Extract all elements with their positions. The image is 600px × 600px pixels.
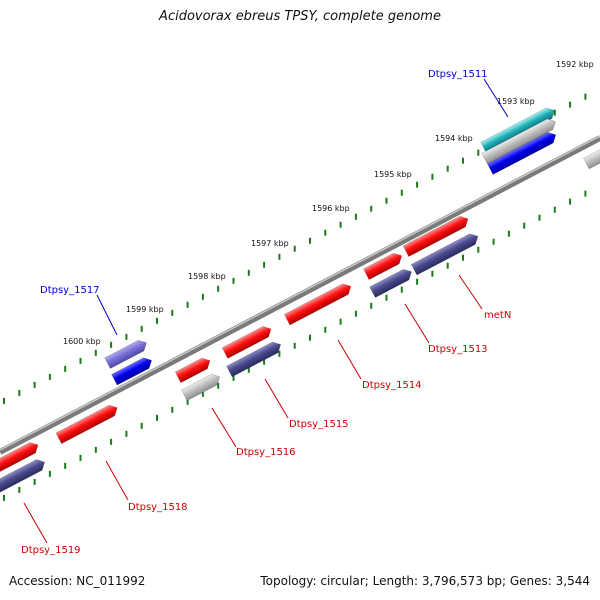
genome-summary-text: Topology: circular; Length: 3,796,573 bp… xyxy=(260,574,590,588)
navy-gene xyxy=(0,459,45,496)
leader-line xyxy=(211,407,237,448)
red-gene xyxy=(174,357,211,384)
scale-label: 1599 kbp xyxy=(126,305,164,314)
gene-label-dtpsy-1514: Dtpsy_1514 xyxy=(362,380,422,391)
leader-line xyxy=(105,460,129,501)
leader-line xyxy=(23,502,48,544)
cyan-gene xyxy=(480,107,555,154)
grey-gene xyxy=(181,373,221,401)
leader-line xyxy=(264,378,289,419)
map-title: Acidovorax ebreus TPSY, complete genome xyxy=(159,9,441,24)
gene-label-dtpsy-1513: Dtpsy_1513 xyxy=(428,344,488,355)
gene-label-dtpsy-1518: Dtpsy_1518 xyxy=(128,502,188,513)
inner-tick-row xyxy=(3,190,587,501)
red-gene xyxy=(221,326,272,359)
leader-line xyxy=(483,78,509,118)
genome-backbone-highlight xyxy=(0,135,600,451)
gene-features xyxy=(0,107,600,496)
scale-label: 1598 kbp xyxy=(188,272,226,281)
red-gene xyxy=(283,283,352,326)
gene-label-dtpsy-1519: Dtpsy_1519 xyxy=(21,545,81,556)
blue-gene xyxy=(111,357,152,386)
leader-line xyxy=(337,339,362,380)
red-gene xyxy=(363,252,403,280)
gene-labels: Dtpsy_1511 Dtpsy_1517 metN Dtpsy_1513 Dt… xyxy=(21,69,511,556)
gene-label-metn: metN xyxy=(484,310,511,321)
scale-labels: 1592 kbp 1593 kbp 1594 kbp 1595 kbp 1596… xyxy=(63,60,594,346)
leader-line xyxy=(96,294,118,336)
red-gene xyxy=(402,215,469,257)
scale-label: 1596 kbp xyxy=(312,204,350,213)
gene-label-dtpsy-1517: Dtpsy_1517 xyxy=(40,285,100,296)
scale-label: 1592 kbp xyxy=(556,60,594,69)
scale-label: 1595 kbp xyxy=(374,170,412,179)
gene-label-dtpsy-1511: Dtpsy_1511 xyxy=(428,69,488,80)
grey-gene xyxy=(481,118,556,165)
accession-text: Accession: NC_011992 xyxy=(9,574,146,588)
scale-label: 1594 kbp xyxy=(435,134,473,143)
scale-label: 1593 kbp xyxy=(497,97,535,106)
red-gene xyxy=(55,404,118,445)
leader-line xyxy=(404,303,430,344)
blue-gene xyxy=(487,131,557,175)
scale-label: 1597 kbp xyxy=(251,239,289,248)
leader-lines xyxy=(23,78,509,544)
gene-label-dtpsy-1515: Dtpsy_1515 xyxy=(289,419,349,430)
navy-gene xyxy=(369,268,412,298)
grey-gene xyxy=(583,149,600,170)
scale-label: 1600 kbp xyxy=(63,337,101,346)
navy-gene xyxy=(226,341,282,378)
gene-label-dtpsy-1516: Dtpsy_1516 xyxy=(236,447,296,458)
navy-gene xyxy=(410,233,479,276)
violet-gene xyxy=(104,339,147,369)
red-gene xyxy=(0,442,39,475)
leader-line xyxy=(458,274,483,310)
genome-backbone xyxy=(0,135,600,455)
